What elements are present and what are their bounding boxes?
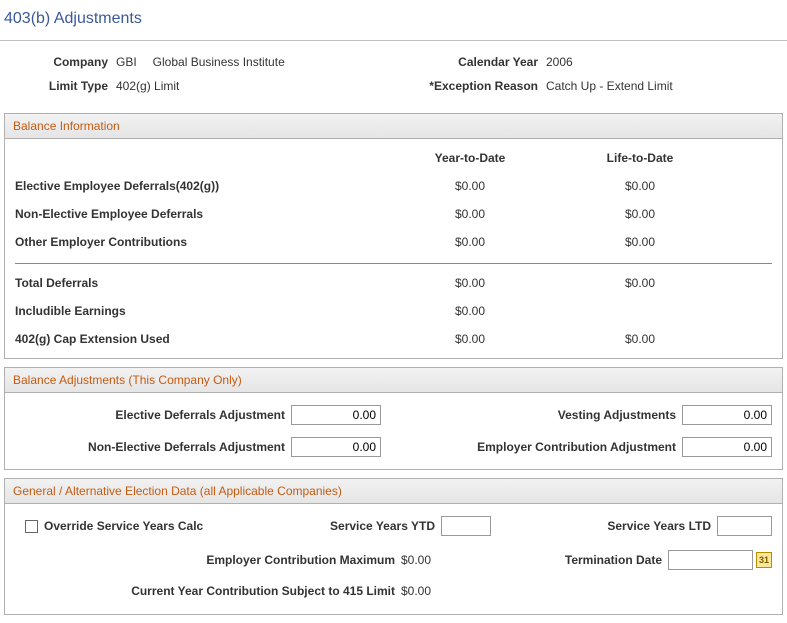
current-year-value: $0.00 [401,584,481,598]
service-ytd-input[interactable] [441,516,491,536]
balance-ltd-value: $0.00 [555,332,725,346]
balance-row-label: Elective Employee Deferrals(402(g)) [15,179,385,193]
balance-row-label: 402(g) Cap Extension Used [15,332,385,346]
general-header: General / Alternative Election Data (all… [5,479,782,504]
balance-row-label: Non-Elective Employee Deferrals [15,207,385,221]
nonelective-adj-input[interactable] [291,437,381,457]
service-ltd-label: Service Years LTD [607,519,711,533]
general-section: General / Alternative Election Data (all… [4,478,783,615]
page-title: 403(b) Adjustments [0,0,787,41]
balance-adj-header: Balance Adjustments (This Company Only) [5,368,782,393]
override-checkbox[interactable] [25,520,38,533]
balance-row: Elective Employee Deferrals(402(g)) $0.0… [15,179,772,193]
employer-max-label: Employer Contribution Maximum [15,553,395,567]
calendar-year-label: Calendar Year [408,55,538,69]
balance-row-label: Total Deferrals [15,276,385,290]
balance-ltd-value: $0.00 [555,179,725,193]
calendar-year-value: 2006 [546,55,573,69]
balance-information-section: Balance Information Year-to-Date Life-to… [4,113,783,359]
exception-reason-label: *Exception Reason [408,79,538,93]
ltd-column-header: Life-to-Date [555,151,725,165]
vesting-adj-label: Vesting Adjustments [558,408,676,422]
balance-ytd-value: $0.00 [385,207,555,221]
company-label: Company [8,55,108,69]
balance-ytd-value: $0.00 [385,276,555,290]
divider [15,263,772,264]
balance-ytd-value: $0.00 [385,179,555,193]
termination-date-input[interactable] [668,550,753,570]
balance-ltd-value: $0.00 [555,235,725,249]
exception-reason-value: Catch Up - Extend Limit [546,79,673,93]
limit-type-value: 402(g) Limit [116,79,179,93]
balance-row: Total Deferrals $0.00 $0.00 [15,276,772,290]
calendar-icon[interactable]: 31 [756,552,772,568]
balance-ytd-value: $0.00 [385,304,555,318]
balance-row: Includible Earnings $0.00 [15,304,772,318]
current-year-label: Current Year Contribution Subject to 415… [15,584,395,598]
elective-adj-input[interactable] [291,405,381,425]
header-fields: Company GBI Global Business Institute Ca… [0,55,787,113]
vesting-adj-input[interactable] [682,405,772,425]
termination-label: Termination Date [565,553,662,567]
employer-adj-label: Employer Contribution Adjustment [477,440,676,454]
company-name: Global Business Institute [153,55,285,69]
employer-max-value: $0.00 [401,553,481,567]
balance-ltd-value [555,304,725,318]
balance-row: 402(g) Cap Extension Used $0.00 $0.00 [15,332,772,346]
service-ytd-label: Service Years YTD [305,519,435,533]
balance-ltd-value: $0.00 [555,276,725,290]
elective-adj-label: Elective Deferrals Adjustment [15,408,285,422]
service-ltd-input[interactable] [717,516,772,536]
balance-adjustments-section: Balance Adjustments (This Company Only) … [4,367,783,470]
override-label: Override Service Years Calc [44,519,203,533]
balance-row-label: Other Employer Contributions [15,235,385,249]
balance-info-header: Balance Information [5,114,782,139]
balance-row: Non-Elective Employee Deferrals $0.00 $0… [15,207,772,221]
company-code: GBI [116,55,137,69]
balance-ytd-value: $0.00 [385,332,555,346]
balance-ytd-value: $0.00 [385,235,555,249]
balance-row: Other Employer Contributions $0.00 $0.00 [15,235,772,249]
balance-row-label: Includible Earnings [15,304,385,318]
nonelective-adj-label: Non-Elective Deferrals Adjustment [15,440,285,454]
employer-adj-input[interactable] [682,437,772,457]
balance-ltd-value: $0.00 [555,207,725,221]
ytd-column-header: Year-to-Date [385,151,555,165]
limit-type-label: Limit Type [8,79,108,93]
